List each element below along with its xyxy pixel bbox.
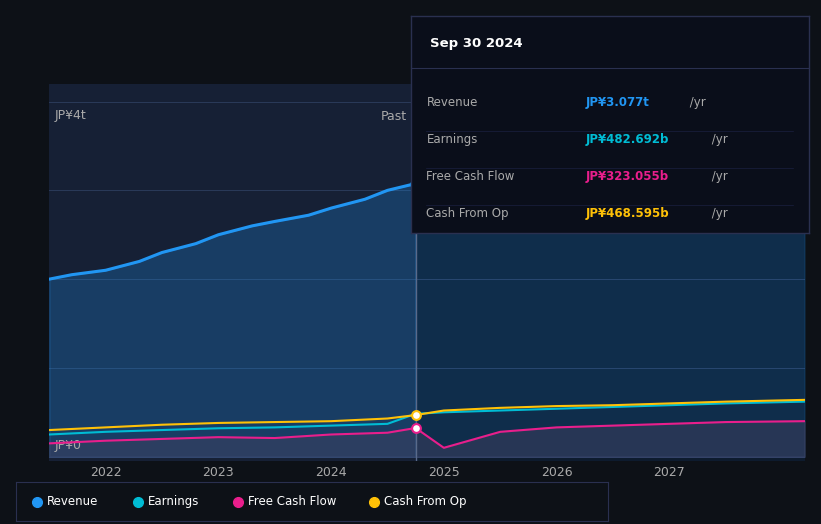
Text: Revenue: Revenue — [47, 495, 99, 508]
Point — [409, 424, 422, 432]
Text: Revenue: Revenue — [426, 96, 478, 109]
Text: Cash From Op: Cash From Op — [384, 495, 466, 508]
Text: Earnings: Earnings — [426, 133, 478, 146]
Text: JP¥323.055b: JP¥323.055b — [585, 170, 669, 183]
Text: JP¥482.692b: JP¥482.692b — [585, 133, 669, 146]
Text: Earnings: Earnings — [148, 495, 199, 508]
Text: Cash From Op: Cash From Op — [426, 207, 509, 220]
Text: JP¥4t: JP¥4t — [55, 108, 87, 122]
Text: Analysts Forecasts: Analysts Forecasts — [424, 111, 541, 124]
Point — [409, 179, 422, 188]
Text: Sep 30 2024: Sep 30 2024 — [430, 38, 523, 50]
Text: JP¥468.595b: JP¥468.595b — [585, 207, 669, 220]
Bar — [415, 84, 805, 461]
Text: Free Cash Flow: Free Cash Flow — [248, 495, 337, 508]
Point — [409, 411, 422, 419]
Text: /yr: /yr — [709, 133, 728, 146]
Text: /yr: /yr — [709, 170, 728, 183]
Text: /yr: /yr — [686, 96, 706, 109]
Text: JP¥3.077t: JP¥3.077t — [585, 96, 649, 109]
Text: JP¥0: JP¥0 — [55, 439, 82, 452]
Bar — [49, 84, 415, 461]
Text: Past: Past — [380, 111, 406, 124]
Text: Free Cash Flow: Free Cash Flow — [426, 170, 515, 183]
Text: /yr: /yr — [709, 207, 728, 220]
